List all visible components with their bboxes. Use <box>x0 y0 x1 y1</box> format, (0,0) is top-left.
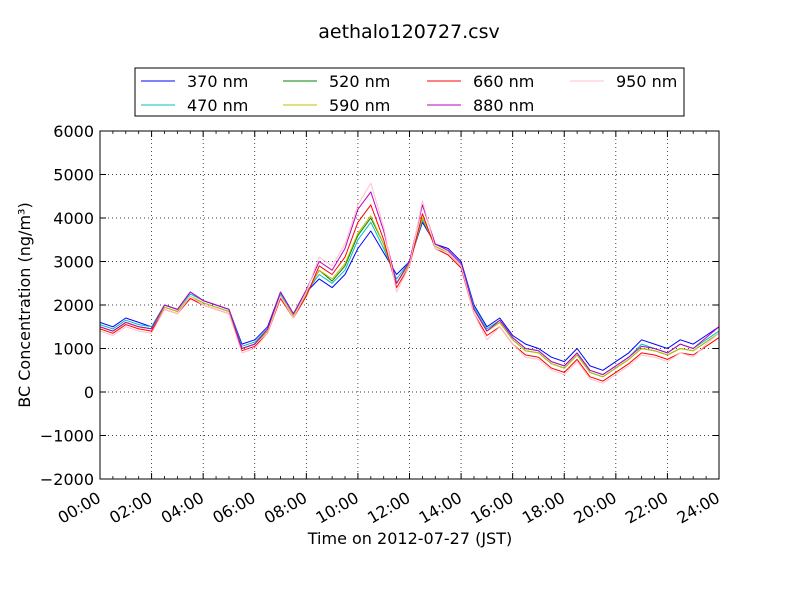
legend-label: 520 nm <box>329 72 390 91</box>
legend-frame <box>134 67 685 117</box>
y-tick-labels: −2000 −1000 0 1000 2000 3000 4000 5000 6000 <box>40 122 94 489</box>
legend: 370 nm 470 nm 520 nm 590 nm 660 nm 880 nm 950 … <box>134 67 685 117</box>
y-tick-label: 2000 <box>53 296 94 315</box>
legend-label: 950 nm <box>616 72 677 91</box>
series-layer <box>99 182 720 384</box>
y-tick-label: 6000 <box>53 122 94 141</box>
x-axis-label: Time on 2012-07-27 (JST) <box>307 529 512 548</box>
y-tick-label: 4000 <box>53 209 94 228</box>
y-tick-label: −1000 <box>40 427 94 446</box>
y-tick-label: 1000 <box>53 340 94 359</box>
y-axis-label: BC Concentration (ng/m³) <box>15 202 34 407</box>
chart-title: aethalo120727.csv <box>318 21 500 43</box>
legend-label: 590 nm <box>329 96 390 115</box>
y-tick-label: 5000 <box>53 166 94 185</box>
tick-layer <box>99 130 720 480</box>
legend-label: 880 nm <box>473 96 534 115</box>
y-tick-label: −2000 <box>40 470 94 489</box>
legend-label: 660 nm <box>473 72 534 91</box>
y-tick-label: 3000 <box>53 253 94 272</box>
legend-items: 370 nm 470 nm 520 nm 590 nm 660 nm 880 nm 950 … <box>141 72 677 115</box>
series-line-880-nm <box>99 191 720 376</box>
legend-label: 470 nm <box>187 96 248 115</box>
y-tick-label: 0 <box>84 383 94 402</box>
series-line-950-nm <box>99 182 720 384</box>
legend-label: 370 nm <box>187 72 248 91</box>
